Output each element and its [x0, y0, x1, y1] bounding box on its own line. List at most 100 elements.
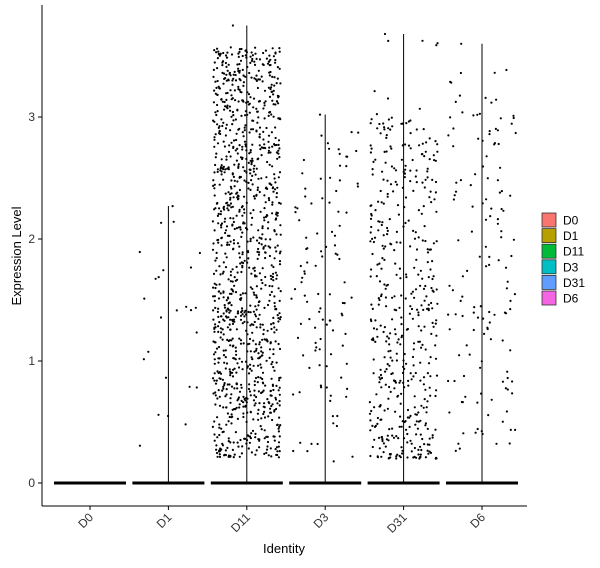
point	[243, 126, 246, 129]
point	[238, 50, 241, 54]
point	[216, 142, 220, 145]
point	[484, 245, 487, 248]
point	[277, 143, 280, 146]
point	[252, 119, 255, 122]
point	[276, 423, 279, 426]
point	[263, 143, 266, 146]
point	[251, 429, 255, 432]
point	[435, 334, 438, 337]
point	[421, 39, 424, 42]
point	[404, 297, 407, 300]
point	[273, 295, 276, 298]
point	[260, 154, 263, 157]
point	[252, 310, 255, 313]
point	[389, 332, 392, 335]
point	[346, 387, 349, 390]
point	[238, 245, 241, 248]
point	[430, 201, 433, 204]
point	[499, 166, 502, 169]
point	[423, 299, 426, 302]
point	[355, 149, 358, 153]
point	[434, 357, 438, 360]
point	[500, 230, 503, 233]
point	[247, 447, 250, 450]
point	[413, 296, 416, 299]
point	[230, 413, 233, 416]
point	[382, 451, 385, 454]
point	[424, 150, 427, 153]
point	[272, 322, 275, 325]
point	[227, 150, 231, 153]
point	[232, 368, 235, 371]
point	[268, 254, 271, 258]
point	[256, 86, 259, 90]
point	[418, 107, 421, 110]
point	[231, 375, 235, 378]
point	[377, 436, 381, 439]
point	[266, 445, 269, 448]
point	[241, 99, 244, 102]
point	[426, 443, 429, 446]
point	[415, 248, 419, 251]
point	[260, 287, 263, 290]
point	[504, 387, 507, 390]
point	[496, 179, 499, 182]
point	[243, 320, 246, 323]
point	[242, 412, 245, 415]
point	[396, 204, 400, 207]
point	[451, 289, 454, 292]
point	[247, 181, 250, 184]
point	[390, 147, 393, 150]
point	[417, 314, 420, 317]
point	[252, 418, 255, 421]
point	[232, 139, 236, 142]
point	[236, 180, 239, 183]
point	[211, 377, 215, 380]
point	[229, 344, 232, 347]
point	[314, 264, 317, 267]
point	[253, 274, 257, 277]
point	[242, 395, 245, 398]
point	[236, 441, 239, 444]
point	[383, 326, 386, 329]
point	[421, 181, 424, 184]
point	[213, 379, 216, 382]
point	[488, 321, 491, 324]
point	[278, 299, 281, 302]
point	[409, 169, 412, 172]
point	[266, 329, 269, 332]
point	[226, 243, 229, 246]
point	[221, 442, 224, 445]
point	[219, 327, 222, 330]
point	[273, 188, 277, 191]
point	[370, 338, 374, 341]
point	[426, 176, 429, 179]
point	[270, 90, 273, 93]
point	[383, 32, 387, 36]
point	[215, 152, 218, 155]
point	[422, 287, 426, 290]
point	[222, 296, 225, 299]
point	[372, 160, 375, 163]
point	[240, 307, 244, 310]
point	[275, 446, 278, 449]
point	[230, 53, 234, 56]
point	[275, 100, 278, 103]
point	[227, 79, 230, 82]
point	[217, 330, 220, 333]
point	[220, 118, 223, 121]
point	[231, 320, 234, 323]
point	[403, 176, 406, 179]
point	[400, 392, 403, 395]
point	[431, 260, 434, 263]
point	[219, 210, 223, 213]
point	[431, 307, 434, 310]
point	[229, 217, 232, 220]
point	[454, 190, 458, 193]
point	[226, 326, 229, 329]
point	[224, 252, 227, 255]
point	[402, 365, 405, 368]
point	[410, 307, 414, 311]
point	[244, 292, 247, 295]
